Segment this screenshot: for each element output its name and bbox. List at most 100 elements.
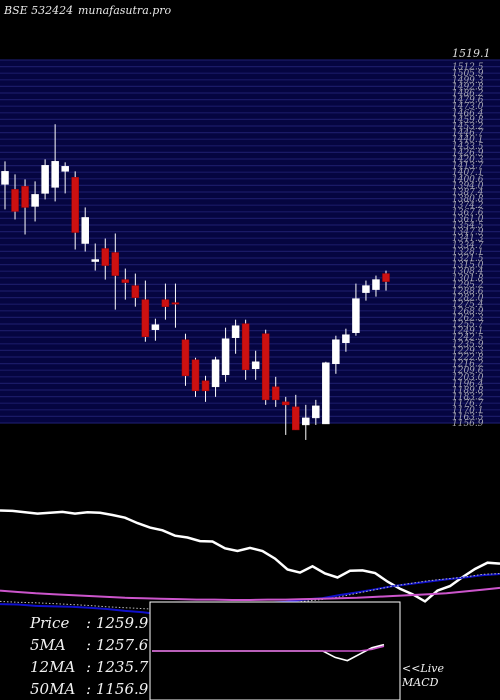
price-tick-label: 1315.0: [452, 261, 484, 271]
candle-up: [31, 194, 39, 207]
candle-up: [51, 161, 59, 188]
price-tick-label: 1275.4: [452, 300, 484, 310]
price-tick-label: 1400.6: [452, 175, 484, 185]
candle-down: [201, 380, 210, 392]
price-tick-label: 1499.3: [452, 76, 484, 86]
magenta-average-line: [0, 586, 500, 601]
price-tick-label: 1446.7: [452, 129, 484, 139]
macd-panel: [149, 601, 401, 700]
candle-up: [81, 217, 89, 244]
ma-row-5ma: 5MA: 1257.6: [30, 636, 149, 654]
ma-value: 1156.9: [95, 680, 149, 698]
price-tick-label: 1308.4: [452, 267, 484, 277]
candle-up: [302, 417, 310, 426]
live-marker: <<Live: [402, 662, 444, 675]
candle-down: [121, 279, 130, 283]
price-tick-label: 1433.5: [452, 142, 484, 152]
price-tick-label: 1203.0: [452, 373, 484, 383]
candle-up: [332, 339, 340, 365]
candle-down: [281, 401, 290, 406]
candle-down: [141, 299, 150, 337]
price-tick-label: 1394.0: [452, 181, 484, 191]
candle-down: [292, 406, 300, 431]
ma-row-12ma: 12MA: 1235.7: [30, 658, 149, 676]
price-tick-label: 1209.6: [452, 366, 484, 376]
price-tick-label: 1255.7: [452, 320, 484, 330]
candle-down: [382, 273, 390, 282]
candle-up: [211, 359, 220, 388]
candle-down: [161, 299, 170, 307]
price-tick-label: 1426.9: [452, 148, 484, 158]
price-tick-label: 1216.2: [452, 360, 484, 370]
price-tick-label: 1486.2: [452, 89, 484, 99]
candle-up: [312, 405, 320, 419]
price-tick-label: 1354.5: [452, 221, 484, 231]
price-tick-label: 1301.8: [452, 274, 484, 284]
candle-down: [21, 186, 29, 208]
price-tick-label: 1268.9: [452, 307, 484, 317]
price-tick-label: 1176.7: [452, 399, 484, 409]
price-tick-label: 1413.7: [452, 162, 484, 172]
price-tick-label: 1453.2: [452, 122, 484, 132]
ma-label: 50MA: [30, 680, 76, 698]
price-tick-label: 1492.8: [452, 82, 484, 92]
price-tick-label: 1229.3: [452, 346, 484, 356]
price-tick-label: 1347.9: [452, 228, 484, 238]
price-tick-label: 1420.3: [452, 155, 484, 165]
price-tick-label: 1183.2: [452, 393, 484, 403]
price-tick-label: 1235.9: [452, 340, 484, 350]
price-tick-label: 1512.5: [452, 63, 484, 73]
candle-down: [101, 248, 110, 266]
price-tick-label: 1407.1: [452, 168, 484, 178]
candle-up: [61, 166, 69, 172]
price-tick-label: 1222.8: [452, 353, 484, 363]
price-tick-label: 1367.6: [452, 208, 484, 218]
candle-down: [241, 323, 250, 371]
candle-down: [131, 285, 140, 298]
price-tick-label: 1295.2: [452, 280, 484, 290]
candle-down: [71, 177, 79, 233]
candle-down: [171, 302, 180, 305]
candle-up: [221, 338, 230, 376]
candle-up: [362, 285, 370, 293]
price-tick-label: 1387.4: [452, 188, 484, 198]
price-tick-label: 1321.5: [452, 254, 484, 264]
price-tick-label: 1479.6: [452, 96, 484, 106]
price-axis-labels: 1519.1 1512.51505.91499.31492.81486.21479…: [452, 47, 491, 429]
price-tick-label: 1466.4: [452, 109, 484, 119]
price-tick-label: 1334.7: [452, 241, 484, 251]
price-tick-label: 1288.6: [452, 287, 484, 297]
ma-row-price: Price: 1259.9: [30, 614, 149, 632]
price-tick-label: 1156.9: [452, 419, 484, 429]
price-tick-label: 1341.3: [452, 234, 484, 244]
candle-down: [11, 189, 19, 212]
ma-value: 1257.6: [95, 636, 149, 654]
candlestick-series: [1, 124, 390, 440]
ma-value: 1235.7: [95, 658, 149, 676]
candle-up: [342, 334, 350, 343]
price-tick-label: 1163.5: [452, 412, 484, 422]
ma-label: 5MA: [30, 636, 66, 654]
site-name: munafasutra.pro: [78, 4, 172, 17]
candle-up: [322, 362, 330, 425]
candle-up: [91, 259, 99, 262]
candle-up: [1, 171, 9, 185]
price-momentum-line: [0, 509, 500, 603]
ma-label: 12MA: [30, 658, 76, 676]
candle-down: [111, 252, 120, 276]
price-tick-label: 1505.9: [452, 69, 484, 79]
price-tick-label: 1242.5: [452, 333, 484, 343]
macd-signal-line: [152, 645, 385, 652]
candle-up: [231, 325, 240, 338]
candle-up: [251, 361, 260, 370]
price-tick-label: 1361.0: [452, 214, 484, 224]
price-tick-label: 1170.1: [452, 406, 484, 416]
price-tick-label: 1196.4: [452, 379, 484, 389]
price-tick-label: 1473.0: [452, 102, 484, 112]
indicator-lines: [0, 509, 500, 616]
candle-up: [151, 324, 160, 330]
price-tick-label: 1459.8: [452, 115, 484, 125]
price-tick-label: 1380.8: [452, 195, 484, 205]
